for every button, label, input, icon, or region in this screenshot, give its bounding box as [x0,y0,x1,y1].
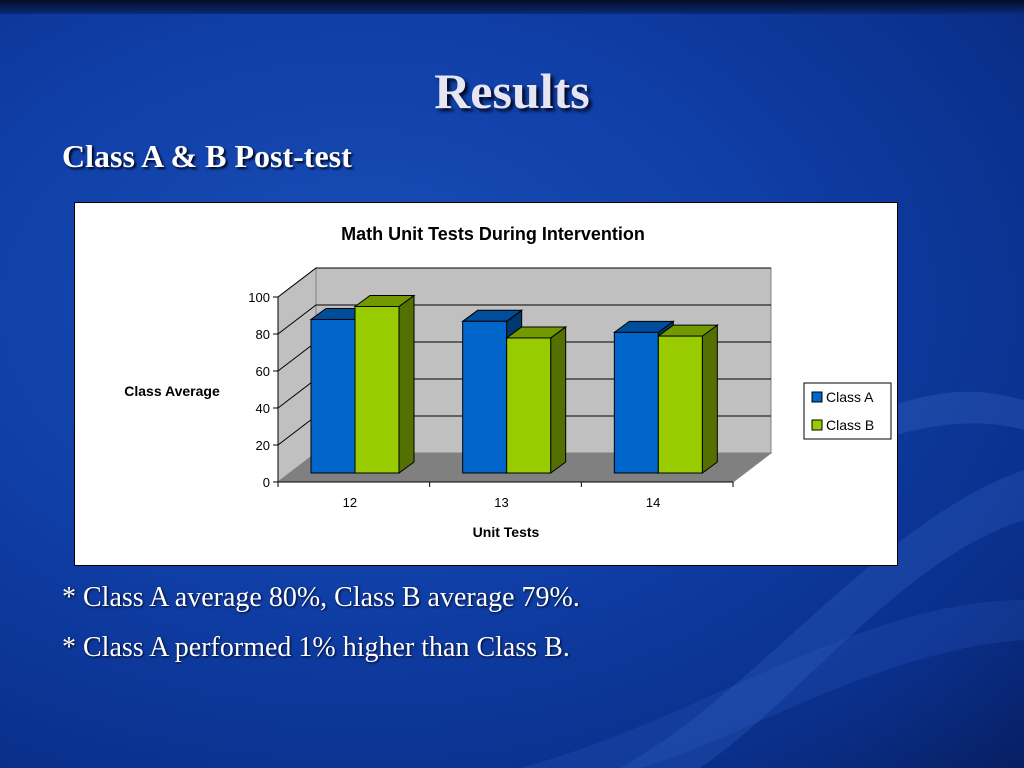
bar-chart: 0 20 40 60 80 100 12 13 14 Math Unit Tests During… [124,224,892,540]
bar-class-a [462,320,508,474]
slide-subtitle: Class A & B Post-test [62,138,352,174]
notes: * Class A average 80%, Class B average 7… [62,578,962,678]
x-tick-label: 14 [646,495,660,510]
legend-label: Class B [826,417,874,433]
x-axis-label: Unit Tests [473,524,540,540]
note-line: * Class A average 80%, Class B average 7… [62,582,580,613]
bar-side [550,325,567,474]
bar-class-b [506,337,552,474]
y-tick-label: 60 [256,364,270,379]
y-tick-label: 100 [248,290,270,305]
note-line: * Class A performed 1% higher than Class… [62,632,570,663]
x-tick-label: 12 [343,495,357,510]
y-tick-label: 80 [256,327,270,342]
bar-class-a [613,331,659,474]
top-bar [0,0,1024,14]
legend-swatch [811,419,823,431]
bar-side [398,294,415,474]
y-tick-label: 0 [263,475,270,490]
slide-title: Results [434,63,590,119]
bar-class-b [354,306,400,474]
gridline [277,267,771,298]
bar-class-b [657,335,703,474]
chart-container: 0 20 40 60 80 100 12 13 14 Math Unit Tests During… [74,202,898,566]
y-axis-label: Class Average [124,383,220,399]
side-wall [277,266,317,484]
legend-label: Class A [826,389,874,405]
y-tick-label: 40 [256,401,270,416]
legend-swatch [811,391,823,403]
bar-class-a [310,318,356,474]
bar-side [701,324,718,474]
x-tick-label: 13 [494,495,508,510]
chart-title: Math Unit Tests During Intervention [341,224,645,244]
y-tick-label: 20 [256,438,270,453]
gridline [277,304,771,335]
